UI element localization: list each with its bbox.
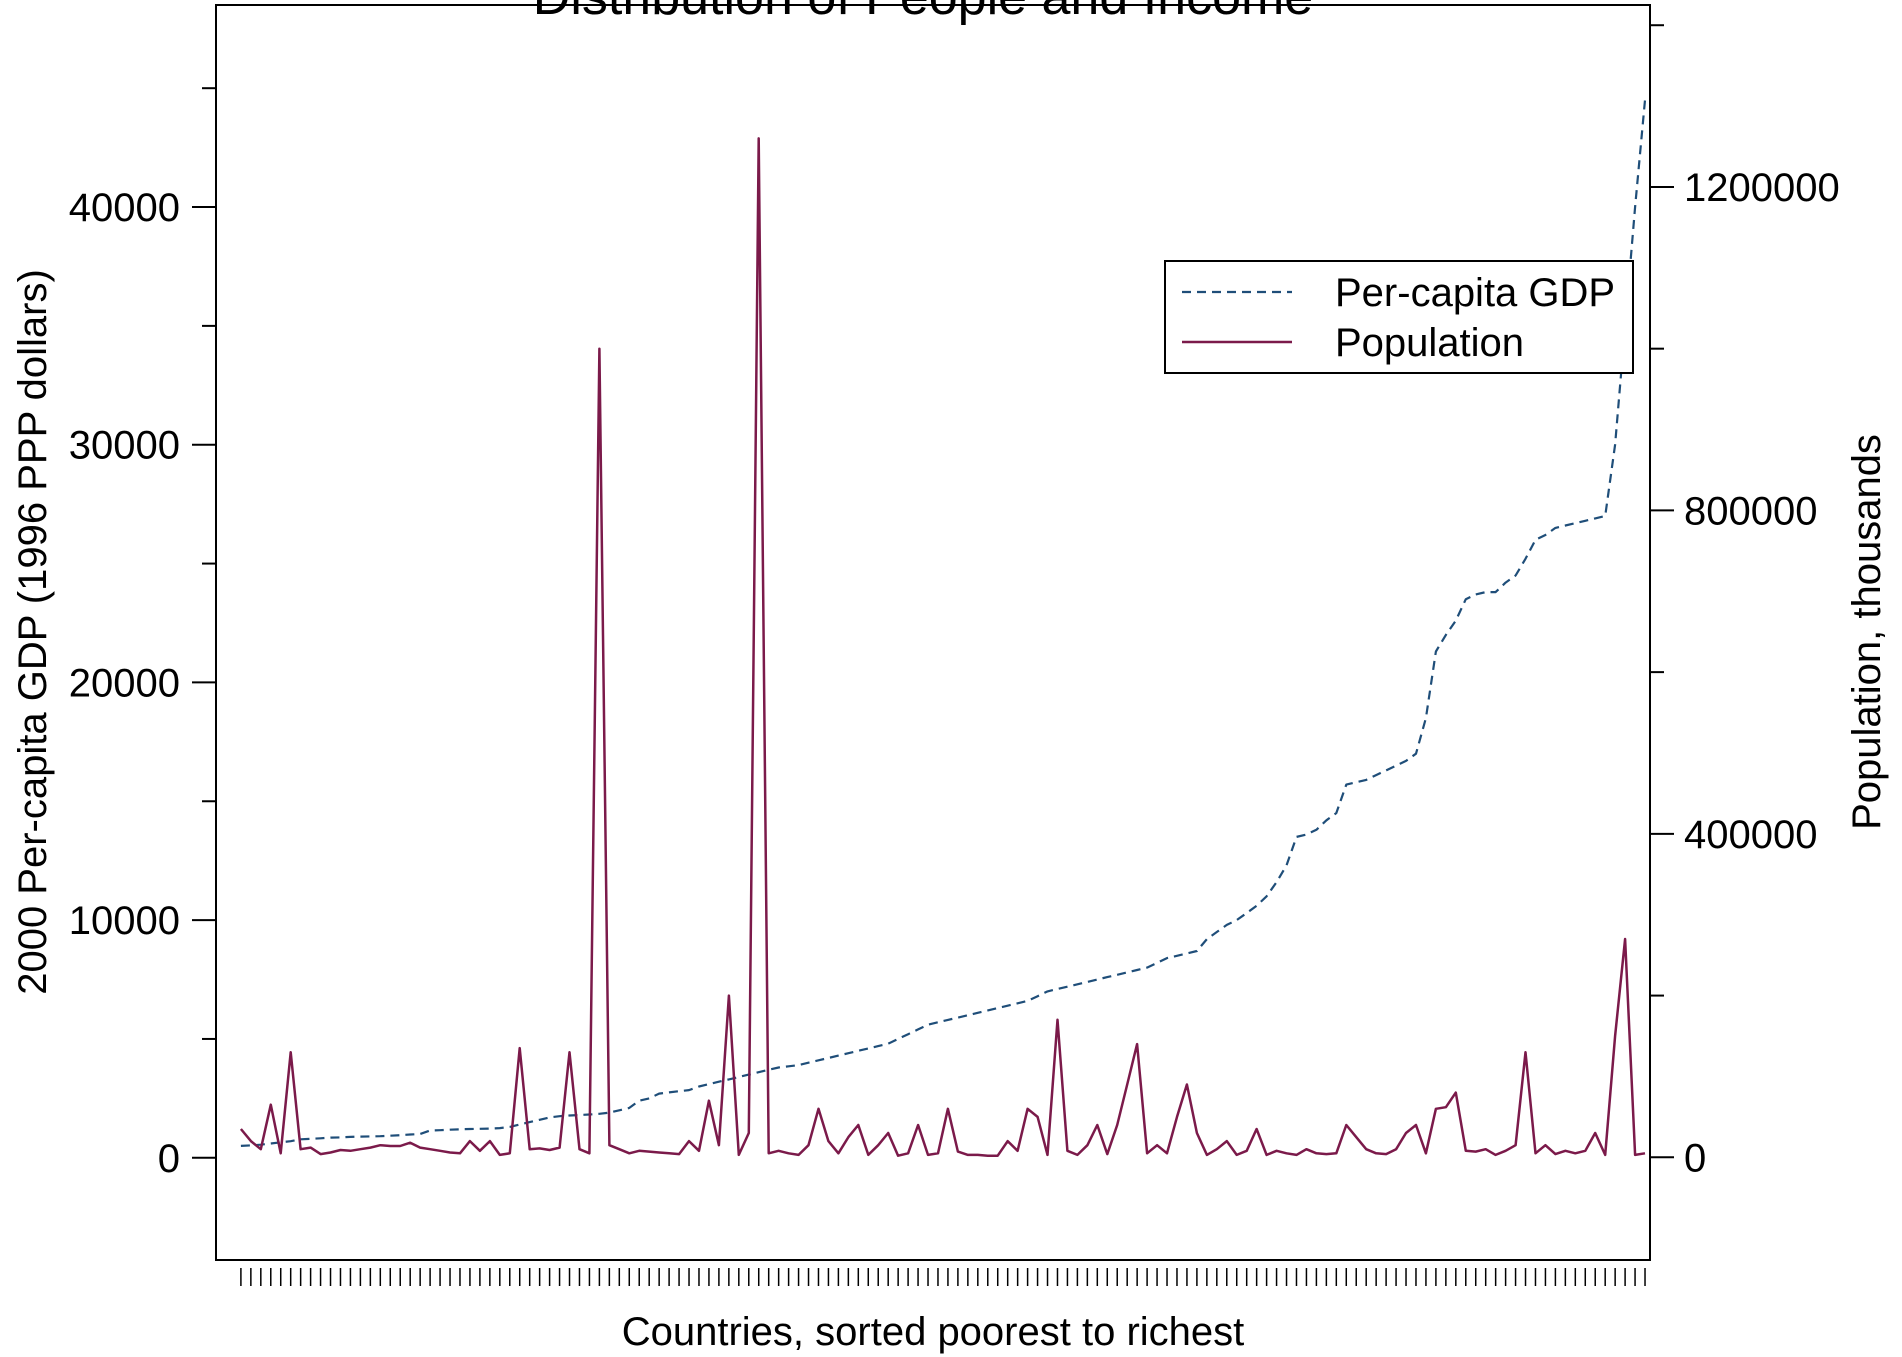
legend-label-population: Population: [1335, 321, 1524, 365]
left-y-axis-label: 2000 Per-capita GDP (1996 PPP dollars): [11, 269, 55, 995]
right-y-axis: 0 400000 800000 1200000: [1650, 24, 1840, 1180]
left-y-axis: 0 10000 20000 30000 40000: [69, 87, 216, 1181]
right-y-tick-label: 800000: [1684, 489, 1817, 533]
x-axis-label: Countries, sorted poorest to richest: [622, 1310, 1245, 1354]
series-line-population: [239, 137, 1646, 1157]
left-y-tick-label: 0: [158, 1137, 180, 1181]
right-y-tick-label: 400000: [1684, 813, 1817, 857]
legend-label-gdp: Per-capita GDP: [1335, 271, 1615, 315]
plot-frame: [215, 4, 1651, 1261]
x-axis: [240, 1268, 1646, 1286]
left-y-tick-label: 20000: [69, 661, 180, 705]
right-y-tick-label: 1200000: [1684, 166, 1840, 210]
right-y-tick-label: 0: [1684, 1136, 1706, 1180]
chart-title: Distribution of People and Income: [533, 0, 1313, 26]
series-layer: [239, 99, 1647, 1157]
left-y-tick-label: 40000: [69, 186, 180, 230]
left-y-tick-label: 30000: [69, 424, 180, 468]
right-y-axis-label: Population, thousands: [1845, 434, 1889, 830]
left-y-tick-label: 10000: [69, 899, 180, 943]
legend-box: [1164, 260, 1634, 374]
legend: Per-capita GDP Population: [1164, 260, 1634, 374]
series-line-gdp: [240, 99, 1647, 1147]
